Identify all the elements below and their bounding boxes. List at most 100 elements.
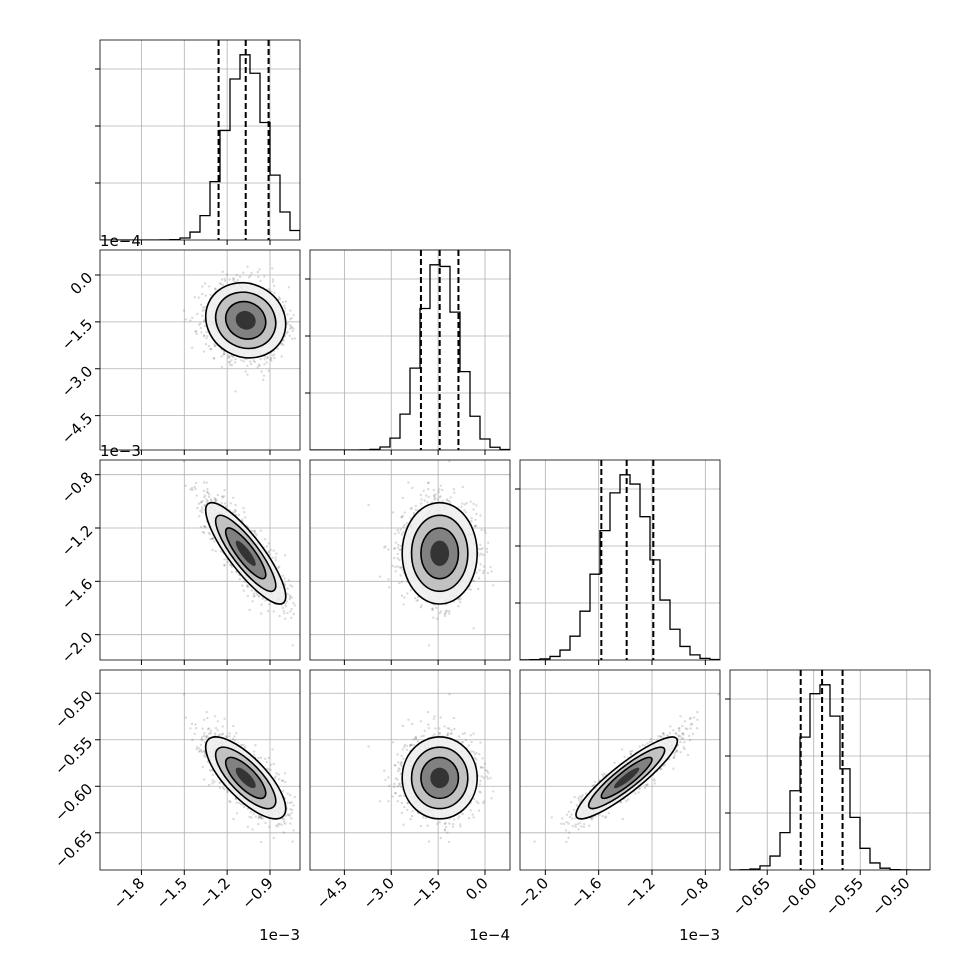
sample-point	[467, 587, 471, 590]
sample-point	[214, 499, 218, 502]
sample-point	[250, 362, 253, 366]
sample-point	[250, 271, 253, 275]
sample-point	[205, 330, 208, 334]
contour-line	[204, 501, 287, 605]
sample-point	[282, 339, 285, 342]
sample-point	[367, 503, 370, 507]
sample-point	[302, 326, 304, 328]
panel-1-0: −4.5−3.0−1.50.01e−4	[58, 232, 304, 455]
sample-point	[201, 508, 204, 511]
sample-point	[486, 550, 489, 554]
sample-point	[291, 585, 294, 588]
sample-point	[414, 508, 418, 512]
sample-point	[257, 363, 261, 366]
sample-point	[479, 514, 482, 517]
sample-point	[227, 354, 230, 357]
sample-point	[439, 484, 442, 487]
sample-point	[202, 320, 206, 323]
sample-point	[238, 578, 241, 581]
sample-point	[206, 735, 209, 738]
y-offset-label: 1e−3	[100, 442, 141, 460]
sample-point	[292, 612, 295, 616]
y-tick-label: −0.8	[58, 468, 96, 506]
sample-point	[261, 817, 264, 820]
sample-point	[236, 279, 239, 282]
sample-point	[201, 506, 204, 509]
sample-point	[289, 324, 292, 327]
sample-point	[260, 817, 263, 820]
sample-point	[398, 558, 401, 562]
sample-point	[201, 765, 205, 769]
sample-point	[445, 498, 449, 501]
sample-point	[205, 501, 209, 504]
sample-point	[302, 607, 304, 609]
sample-point	[448, 610, 451, 613]
sample-point	[253, 594, 256, 598]
contour-line	[204, 282, 287, 359]
sample-point	[278, 565, 281, 568]
sample-point	[196, 506, 199, 510]
sample-point	[213, 540, 216, 543]
sample-point	[401, 496, 405, 499]
sample-point	[213, 498, 217, 501]
sample-point	[220, 355, 223, 358]
sample-point	[194, 329, 198, 333]
sample-point	[292, 804, 295, 807]
sample-point	[189, 319, 192, 322]
sample-point	[393, 556, 396, 560]
sample-point	[281, 574, 285, 577]
sample-point	[438, 496, 441, 499]
sample-point	[280, 779, 284, 783]
sample-point	[479, 552, 483, 555]
sample-point	[203, 524, 206, 528]
sample-point	[216, 720, 220, 723]
sample-point	[477, 587, 480, 591]
sample-point	[195, 494, 198, 497]
sample-point	[401, 514, 404, 518]
y-tick-label: −1.2	[58, 522, 96, 560]
sample-point	[482, 553, 485, 557]
sample-point	[267, 369, 270, 372]
sample-point	[292, 313, 295, 317]
panel-2-1	[309, 459, 511, 665]
sample-point	[405, 522, 409, 525]
sample-point	[197, 502, 201, 505]
sample-point	[290, 596, 293, 599]
sample-point	[281, 301, 285, 304]
sample-point	[220, 495, 224, 498]
sample-point	[199, 501, 203, 504]
sample-point	[218, 282, 222, 285]
sample-point	[191, 488, 194, 492]
panel-2-0: −2.0−1.6−1.2−0.81e−3	[58, 442, 319, 667]
sample-point	[269, 768, 272, 772]
sample-point	[477, 577, 481, 580]
sample-point	[291, 329, 294, 333]
sample-point	[242, 743, 245, 747]
sample-point	[265, 361, 268, 364]
histogram-1	[310, 264, 510, 450]
sample-point	[244, 370, 247, 373]
sample-point	[317, 627, 319, 629]
sample-point	[443, 614, 447, 618]
sample-point	[212, 357, 215, 360]
sample-point	[263, 275, 266, 278]
sample-point	[452, 488, 456, 491]
contour-line	[224, 527, 267, 580]
sample-point	[394, 565, 397, 569]
sample-point	[216, 493, 220, 497]
sample-point	[232, 496, 235, 499]
sample-point	[246, 364, 249, 367]
sample-point	[219, 282, 223, 286]
sample-point	[283, 772, 287, 775]
sample-point	[399, 548, 402, 551]
sample-point	[284, 300, 287, 303]
sample-point	[277, 566, 280, 570]
sample-point	[459, 600, 462, 604]
sample-point	[255, 593, 258, 596]
sample-point	[436, 617, 439, 620]
sample-point	[473, 524, 477, 528]
sample-point	[268, 825, 271, 829]
sample-point	[195, 747, 198, 751]
sample-point	[246, 584, 249, 588]
sample-point	[211, 537, 214, 541]
